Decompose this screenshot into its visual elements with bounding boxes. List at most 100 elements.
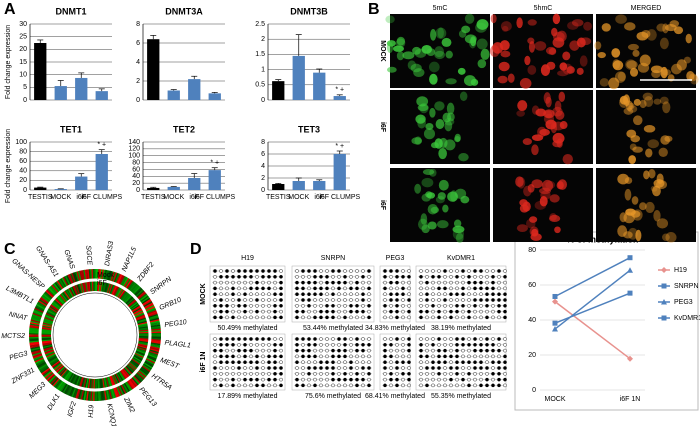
- cpg: [461, 275, 464, 278]
- row-label: MOCK: [379, 40, 386, 61]
- cpg: [237, 304, 240, 307]
- cpg: [319, 281, 322, 284]
- cpg: [295, 378, 298, 381]
- cpg: [431, 275, 434, 278]
- cpg: [431, 378, 434, 381]
- cpg: [473, 310, 476, 313]
- percent-label: 53.44% methylated: [303, 325, 363, 332]
- cpg: [319, 304, 322, 307]
- cpg: [455, 355, 458, 358]
- cpg: [461, 384, 464, 387]
- cpg: [261, 384, 264, 387]
- cpg: [407, 378, 410, 381]
- cpg: [473, 293, 476, 296]
- marker: [661, 267, 667, 273]
- cpg: [389, 316, 392, 319]
- cpg: [213, 372, 216, 375]
- annotation: * +: [210, 160, 219, 167]
- cpg: [407, 287, 410, 290]
- cpg: [349, 384, 352, 387]
- nucleus: [429, 169, 436, 177]
- nucleus: [517, 177, 525, 189]
- nucleus: [499, 62, 510, 71]
- nucleus: [628, 103, 634, 109]
- nucleus: [653, 210, 660, 221]
- cpg: [389, 298, 392, 301]
- cpg: [325, 355, 328, 358]
- cpg: [243, 310, 246, 313]
- cpg: [449, 349, 452, 352]
- cpg: [467, 275, 470, 278]
- cpg: [313, 293, 316, 296]
- gene-label: NNAT: [8, 311, 28, 322]
- cpg: [337, 366, 340, 369]
- nucleus: [530, 226, 539, 236]
- cpg: [301, 361, 304, 364]
- cpg: [467, 349, 470, 352]
- x-tick-label: MOCK: [288, 194, 309, 201]
- nucleus: [660, 38, 669, 50]
- cpg: [401, 372, 404, 375]
- cpg: [449, 269, 452, 272]
- cpg: [219, 304, 222, 307]
- cpg: [383, 343, 386, 346]
- gene-label: GNAS-NESP: [10, 258, 45, 291]
- nucleus: [438, 148, 447, 159]
- cpg: [337, 343, 340, 346]
- annotation: * +: [335, 143, 344, 150]
- cpg: [243, 349, 246, 352]
- bar: [55, 86, 67, 100]
- panel-label: B: [368, 1, 380, 18]
- cpg: [325, 304, 328, 307]
- cpg: [337, 361, 340, 364]
- cpg: [461, 298, 464, 301]
- y-tick-label: 2: [261, 175, 265, 182]
- cpg: [267, 343, 270, 346]
- cpg: [395, 372, 398, 375]
- cpg: [383, 384, 386, 387]
- nucleus: [437, 220, 449, 228]
- cpg: [479, 304, 482, 307]
- cpg: [319, 366, 322, 369]
- cpg: [383, 275, 386, 278]
- cpg: [349, 349, 352, 352]
- y-tick-label: 8: [261, 139, 265, 146]
- cpg: [225, 378, 228, 381]
- cpg: [267, 304, 270, 307]
- cpg: [213, 361, 216, 364]
- cpg: [237, 378, 240, 381]
- cpg: [401, 378, 404, 381]
- legend-label: KvDMR1: [674, 315, 700, 322]
- cpg: [355, 361, 358, 364]
- cpg: [461, 337, 464, 340]
- ring-label: Mock: [97, 272, 114, 279]
- nucleus: [563, 154, 573, 164]
- cpg: [389, 361, 392, 364]
- cpg: [319, 372, 322, 375]
- cpg: [383, 349, 386, 352]
- cpg: [255, 316, 258, 319]
- nucleus: [651, 70, 661, 78]
- cpg: [443, 378, 446, 381]
- cpg: [213, 287, 216, 290]
- cpg: [407, 316, 410, 319]
- marker: [627, 267, 633, 273]
- cpg: [279, 316, 282, 319]
- nucleus: [529, 41, 535, 53]
- gene-label: MEG3: [28, 381, 47, 400]
- cpg: [449, 343, 452, 346]
- cpg: [389, 337, 392, 340]
- cpg: [301, 384, 304, 387]
- cpg: [383, 316, 386, 319]
- nucleus: [459, 30, 466, 38]
- cpg: [325, 269, 328, 272]
- cpg: [237, 384, 240, 387]
- cpg: [261, 366, 264, 369]
- nucleus: [624, 22, 635, 30]
- cpg: [425, 349, 428, 352]
- cpg: [225, 366, 228, 369]
- cpg: [313, 269, 316, 272]
- cpg: [361, 384, 364, 387]
- cpg: [307, 343, 310, 346]
